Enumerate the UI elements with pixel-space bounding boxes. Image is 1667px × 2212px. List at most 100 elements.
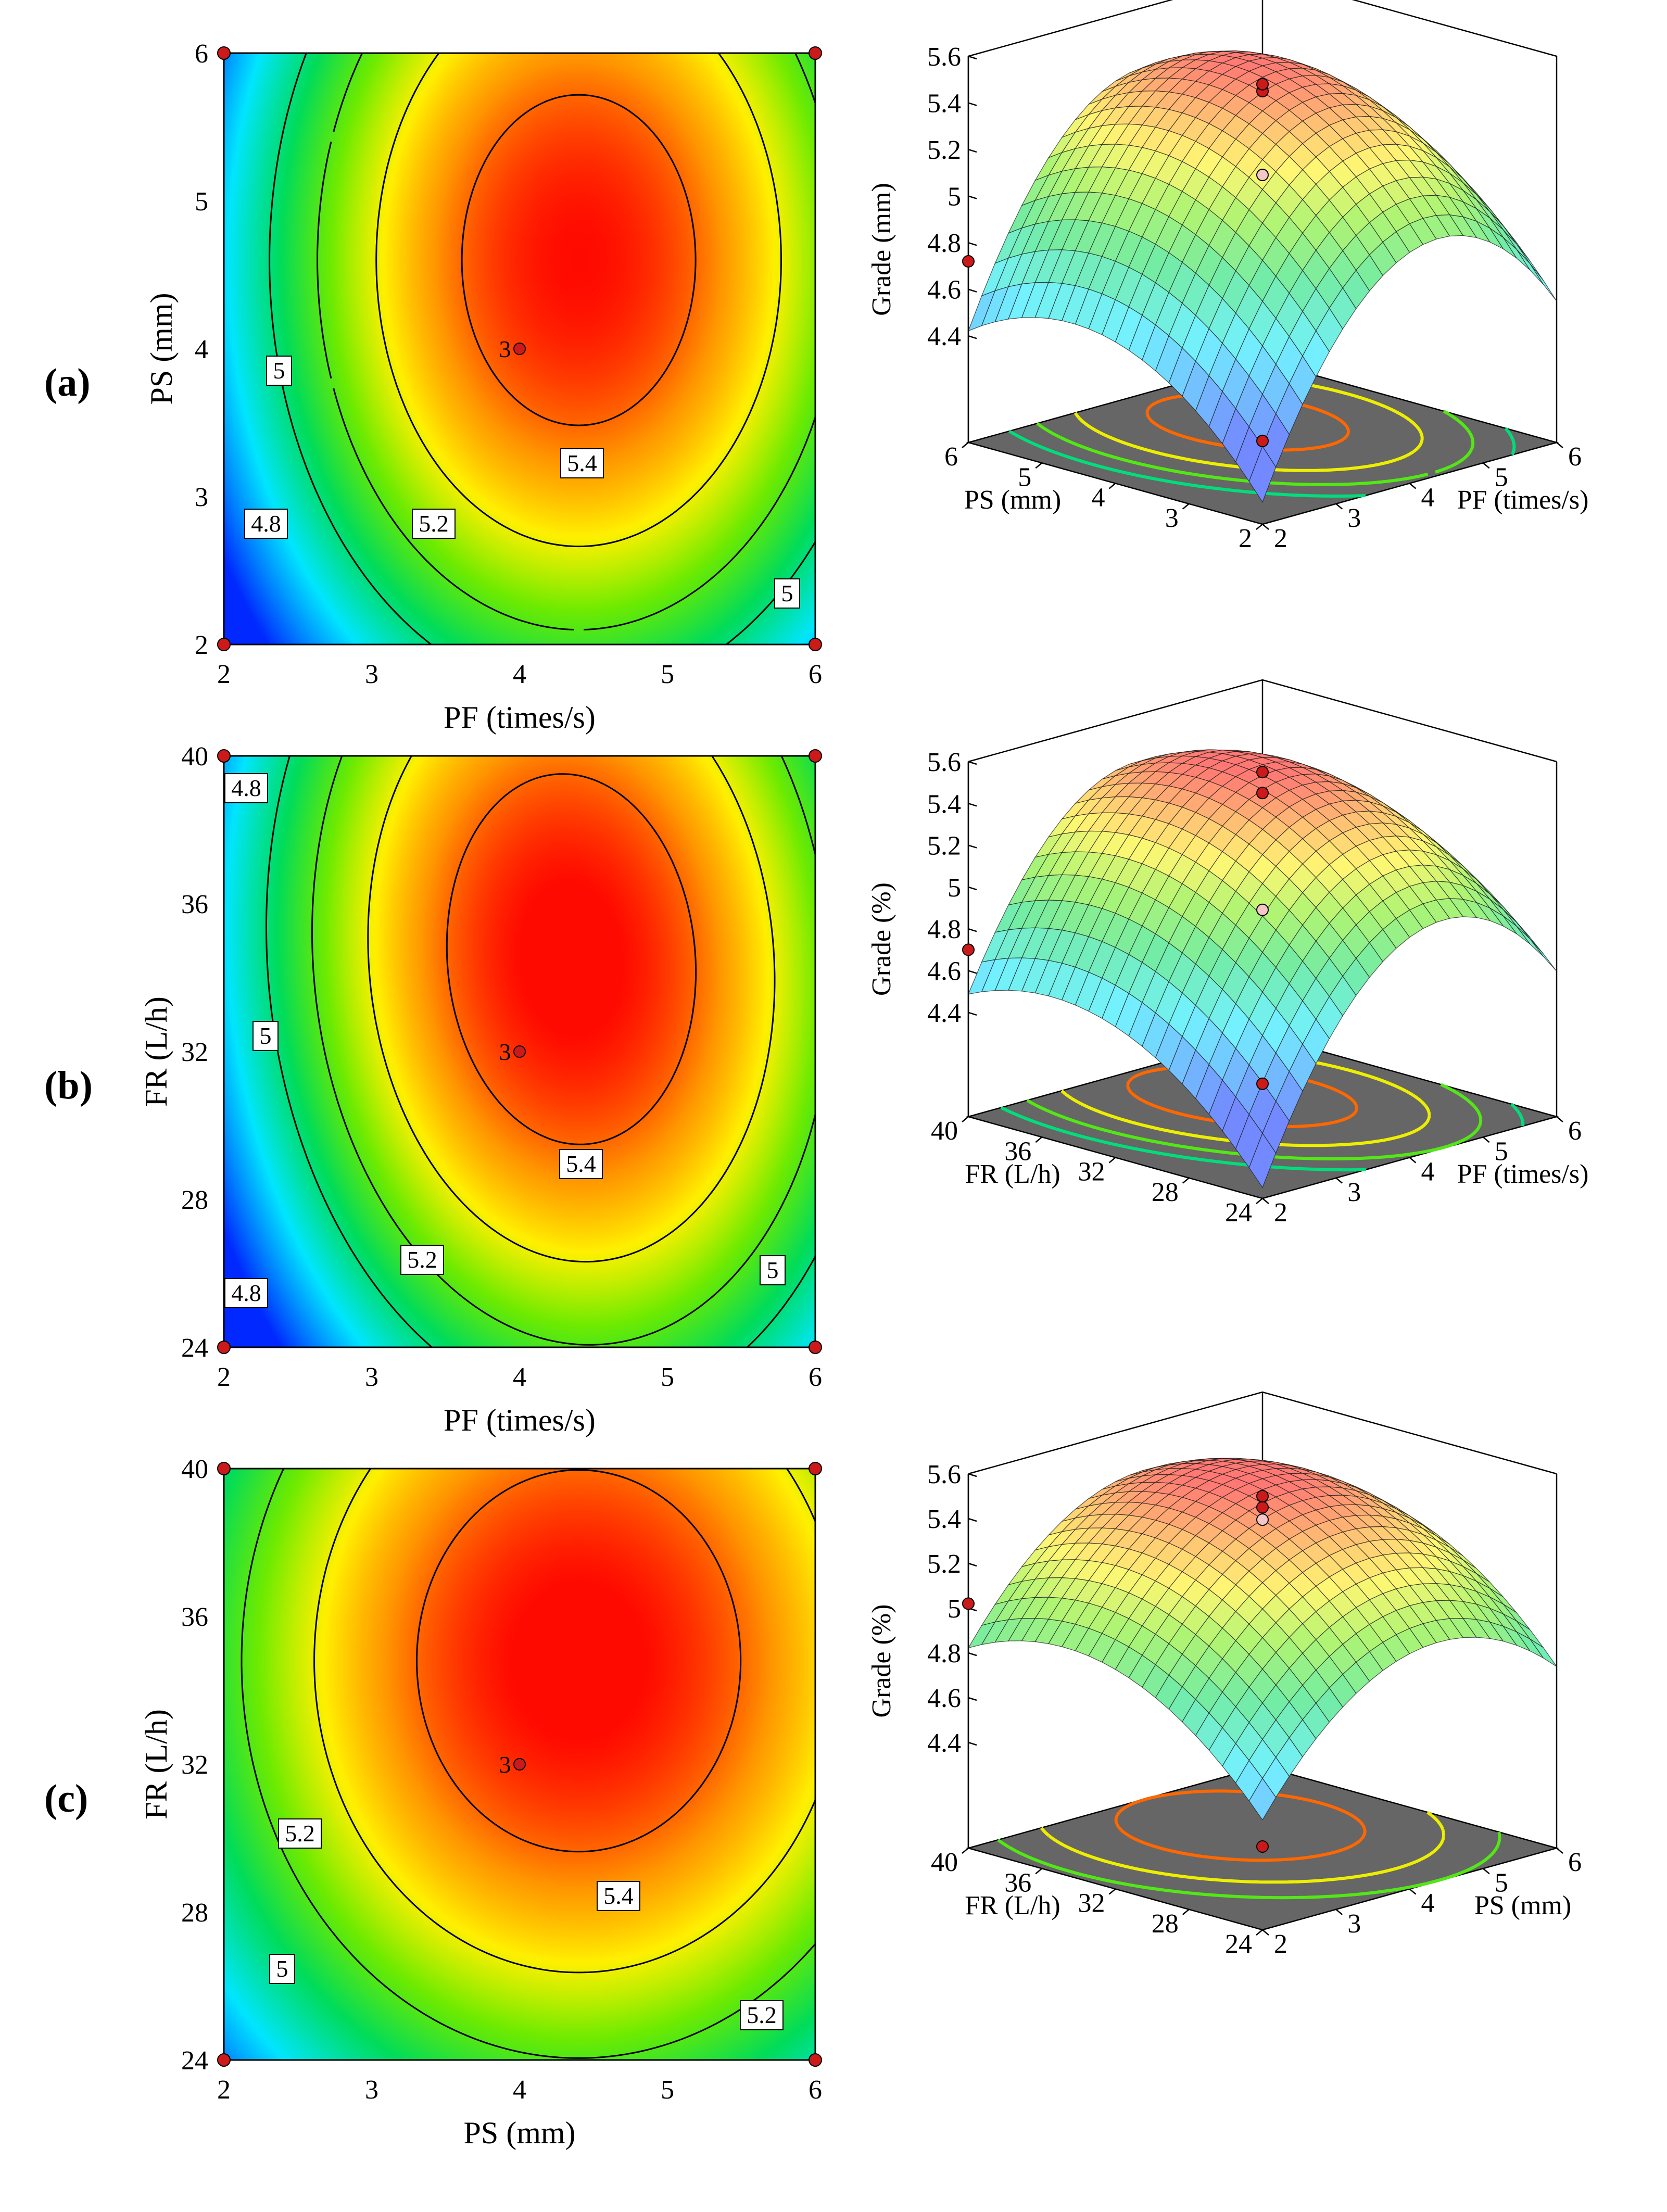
left-axis-tick: 4 bbox=[1092, 483, 1105, 513]
svg-text:5.2: 5.2 bbox=[285, 1820, 315, 1847]
design-point bbox=[809, 749, 822, 763]
design-point bbox=[809, 1462, 822, 1475]
left-axis-label: FR (L/h) bbox=[965, 1891, 1060, 1920]
z-tick-mark bbox=[968, 886, 977, 891]
box-edge bbox=[968, 1391, 1557, 1475]
svg-text:4.8: 4.8 bbox=[231, 775, 261, 801]
plot-frame bbox=[223, 52, 816, 646]
contour-line bbox=[416, 1469, 742, 1853]
left-axis-label: FR (L/h) bbox=[965, 1159, 1060, 1189]
floor-contour bbox=[1026, 1038, 1483, 1160]
z-tick-mark bbox=[968, 148, 977, 153]
x-tick: 2 bbox=[217, 2075, 231, 2105]
y-axis-label: PS (mm) bbox=[144, 293, 179, 405]
contour-line bbox=[461, 94, 697, 426]
svg-text:5: 5 bbox=[767, 1257, 779, 1283]
y-tick: 2 bbox=[195, 630, 208, 660]
svg-text:5: 5 bbox=[781, 580, 793, 606]
z-tick: 5 bbox=[948, 1594, 961, 1624]
y-axis-label: FR (L/h) bbox=[139, 1709, 173, 1819]
contour-label: 5.2 bbox=[278, 1818, 322, 1849]
z-tick: 5.6 bbox=[927, 42, 961, 72]
design-point bbox=[809, 2053, 822, 2067]
contour-label: 5.2 bbox=[412, 509, 456, 539]
left-axis-label: PS (mm) bbox=[964, 485, 1061, 515]
surface-design-point bbox=[1256, 435, 1269, 447]
contour-label: 5.2 bbox=[400, 1245, 444, 1275]
contour-label: 5 bbox=[252, 1021, 279, 1051]
contour-label: 5 bbox=[774, 578, 800, 609]
floor-tick-mark bbox=[1482, 1136, 1490, 1143]
floor-tick-mark bbox=[1262, 524, 1269, 530]
surface-design-point bbox=[1256, 766, 1269, 779]
right-axis-tick: 3 bbox=[1347, 1178, 1361, 1207]
right-axis-tick: 6 bbox=[1568, 1116, 1582, 1146]
floor-tick-mark bbox=[962, 442, 969, 448]
left-axis-tick: 40 bbox=[931, 1116, 958, 1146]
x-tick: 6 bbox=[809, 660, 822, 689]
z-tick-mark bbox=[968, 803, 977, 807]
left-axis-tick: 24 bbox=[1225, 1929, 1252, 1959]
design-point bbox=[809, 1341, 822, 1354]
surface-design-point bbox=[1256, 169, 1269, 182]
surface-design-point bbox=[1256, 787, 1269, 800]
panel-a: (a) 2 3 4 5 6 2 3 4 5 6 PF bbox=[44, 0, 1588, 735]
z-tick: 4.4 bbox=[927, 998, 961, 1028]
left-axis-tick: 24 bbox=[1225, 1198, 1252, 1228]
y-tick: 40 bbox=[181, 742, 208, 772]
y-tick: 32 bbox=[181, 1038, 208, 1067]
x-tick: 2 bbox=[217, 660, 231, 689]
floor-tick-mark bbox=[1335, 1908, 1343, 1915]
left-axis-tick: 28 bbox=[1152, 1909, 1179, 1939]
contour-label: 4.8 bbox=[224, 1278, 268, 1308]
floor-tick-mark bbox=[1556, 1848, 1563, 1854]
z-tick-mark bbox=[968, 55, 977, 60]
design-point bbox=[217, 1462, 231, 1475]
x-tick: 3 bbox=[365, 1362, 378, 1392]
z-tick: 4.6 bbox=[927, 275, 961, 305]
surface-facet bbox=[1502, 915, 1531, 944]
contour-line bbox=[446, 773, 697, 1145]
z-tick: 4.8 bbox=[927, 1639, 961, 1669]
left-axis-tick: 32 bbox=[1078, 1157, 1105, 1187]
z-axis-label: Grade (%) bbox=[867, 882, 896, 996]
x-tick: 4 bbox=[513, 1362, 526, 1392]
z-tick-mark bbox=[968, 1012, 977, 1016]
z-tick: 5 bbox=[948, 873, 961, 903]
z-tick-mark bbox=[968, 970, 977, 974]
right-axis-tick: 2 bbox=[1274, 524, 1287, 553]
design-point bbox=[217, 2053, 231, 2067]
surface-design-point bbox=[1256, 1490, 1269, 1502]
contour-line bbox=[367, 756, 776, 1263]
right-axis-label: PF (times/s) bbox=[1457, 1159, 1589, 1189]
floor-tick-mark bbox=[1482, 462, 1490, 469]
center-point bbox=[513, 1045, 526, 1058]
floor-tick-mark bbox=[1409, 1888, 1417, 1895]
z-tick-mark bbox=[968, 1518, 977, 1522]
contour-label: 5 bbox=[269, 1954, 295, 1984]
right-axis-tick: 4 bbox=[1421, 1157, 1435, 1187]
y-tick: 36 bbox=[181, 890, 208, 919]
left-axis-tick: 36 bbox=[1004, 1868, 1031, 1898]
surface-design-point bbox=[962, 1597, 975, 1610]
x-ticks: 2 3 4 5 6 bbox=[217, 1362, 822, 1392]
right-axis-tick: 5 bbox=[1495, 1136, 1508, 1166]
floor-tick-mark bbox=[1262, 1929, 1269, 1936]
contour-label: 5 bbox=[760, 1255, 786, 1285]
z-tick: 5.4 bbox=[927, 1505, 961, 1534]
floor-tick-mark bbox=[1182, 1177, 1190, 1184]
floor-contour bbox=[1036, 362, 1475, 486]
surface-facet bbox=[1530, 263, 1557, 301]
surface-design-point bbox=[1256, 1840, 1269, 1853]
y-tick: 32 bbox=[181, 1750, 208, 1780]
z-tick: 5.2 bbox=[927, 831, 961, 861]
contour-label: 5.4 bbox=[597, 1881, 640, 1911]
center-replicate-label: 3 bbox=[499, 1039, 511, 1065]
left-axis-tick: 3 bbox=[1165, 503, 1179, 533]
surface-design-point bbox=[1256, 1513, 1269, 1526]
floor-tick-mark bbox=[1108, 483, 1116, 489]
svg-text:5.2: 5.2 bbox=[419, 510, 449, 537]
contour-label: 5 bbox=[266, 356, 292, 386]
floor-tick-mark bbox=[1035, 1136, 1043, 1143]
